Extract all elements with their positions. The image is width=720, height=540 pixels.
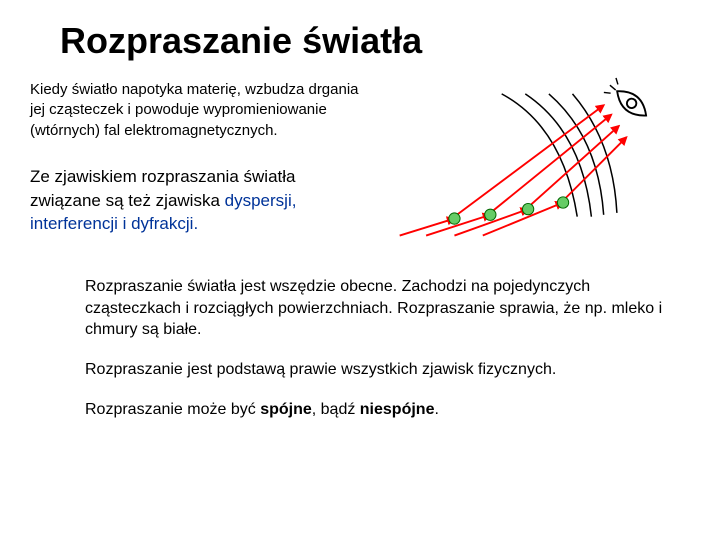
coherence-lead: Rozpraszanie może być (85, 401, 260, 418)
page-title: Rozpraszanie światła (60, 20, 690, 62)
coherence-end: . (434, 401, 438, 418)
coherence-incoherent: niespójne (360, 401, 435, 418)
paragraph-coherence: Rozpraszanie może być spójne, bądź niesp… (85, 399, 670, 421)
scattering-diagram (380, 75, 680, 245)
coherence-coherent: spójne (260, 401, 312, 418)
paragraph-intro: Kiedy światło napotyka materię, wzbudza … (30, 80, 370, 141)
paragraph-phenomena: Ze zjawiskiem rozpraszania światła związ… (30, 165, 370, 236)
paragraph-basis: Rozpraszanie jest podstawą prawie wszyst… (85, 359, 670, 381)
coherence-sep: , bądź (312, 401, 360, 418)
paragraph-everywhere: Rozpraszanie światła jest wszędzie obecn… (85, 276, 670, 341)
